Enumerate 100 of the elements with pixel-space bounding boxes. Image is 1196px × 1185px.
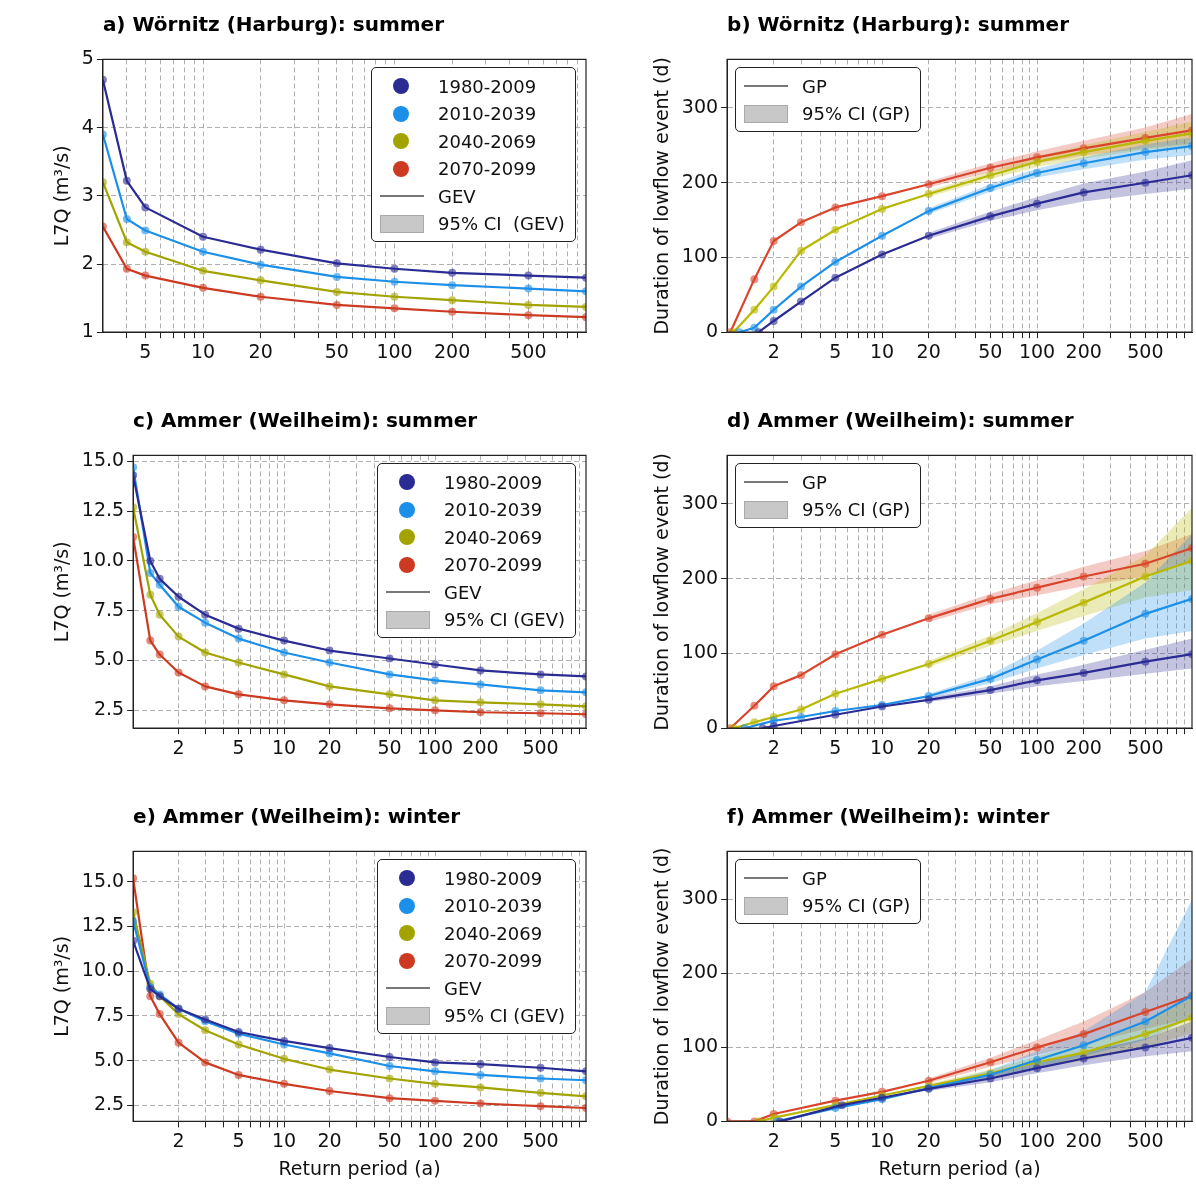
x-tick-label: 20 xyxy=(916,735,941,758)
x-tick-label: 50 xyxy=(324,339,349,362)
legend-label: 2070-2099 xyxy=(444,950,543,972)
y-tick-label: 4 xyxy=(81,114,94,137)
y-tick-label: 0 xyxy=(705,319,719,342)
x-tick-label: 200 xyxy=(462,1128,499,1151)
y-tick-label: 200 xyxy=(681,960,719,983)
y-axis-title: L7Q (m³/s) xyxy=(50,145,73,247)
x-tick-label: 200 xyxy=(434,339,471,362)
x-tick-label: 200 xyxy=(462,735,499,758)
x-tick-label: 500 xyxy=(1127,735,1164,758)
y-axis-title: Duration of lowflow event (d) xyxy=(650,847,673,1126)
x-tick-label: 10 xyxy=(271,1128,297,1151)
y-tick-label: 10.0 xyxy=(81,958,125,981)
y-tick-label: 5 xyxy=(81,46,94,69)
y-tick-label: 2 xyxy=(81,250,94,273)
legend-label: 1980-2009 xyxy=(444,471,543,493)
x-tick-label: 100 xyxy=(1018,735,1056,758)
x-tick-label: 10 xyxy=(869,1128,895,1151)
x-tick-label: 50 xyxy=(978,339,1003,362)
y-tick-label: 100 xyxy=(681,640,719,663)
chart-title: d) Ammer (Weilheim): summer xyxy=(727,408,1074,432)
legend-label: 2040-2069 xyxy=(444,526,543,548)
x-tick-label: 10 xyxy=(869,339,895,362)
y-tick-label: 2.5 xyxy=(93,697,125,720)
chart-title: a) Wörnitz (Harburg): summer xyxy=(102,12,445,36)
y-axis-title: Duration of lowflow event (d) xyxy=(650,453,673,731)
annotation: GEV xyxy=(444,977,482,999)
x-tick-label: 500 xyxy=(522,1128,559,1151)
x-tick-label: 20 xyxy=(916,1128,941,1151)
chart-title: e) Ammer (Weilheim): winter xyxy=(133,804,461,828)
x-tick-label: 5 xyxy=(232,1128,245,1151)
chart-title: b) Wörnitz (Harburg): summer xyxy=(727,12,1070,36)
x-tick-label: 500 xyxy=(1127,1128,1164,1151)
x-tick-label: 50 xyxy=(978,735,1003,758)
y-tick-label: 200 xyxy=(681,169,719,192)
legend-label: 2040-2069 xyxy=(438,130,537,152)
annotation: GP xyxy=(802,75,827,97)
legend-label: 2070-2099 xyxy=(438,158,537,180)
x-tick-label: 50 xyxy=(978,1128,1003,1151)
x-tick-label: 5 xyxy=(139,339,152,362)
x-tick-label: 2 xyxy=(172,1128,185,1151)
x-tick-label: 10 xyxy=(271,735,297,758)
x-axis-title: Return period (a) xyxy=(278,1156,441,1179)
y-tick-label: 5.0 xyxy=(93,1047,125,1070)
legend-label: 1980-2009 xyxy=(438,75,537,97)
legend-label: 2040-2069 xyxy=(444,922,543,944)
x-tick-label: 5 xyxy=(829,735,842,758)
x-tick-label: 10 xyxy=(190,339,216,362)
legend-label: 2070-2099 xyxy=(444,554,543,576)
y-axis-title: L7Q (m³/s) xyxy=(50,541,73,643)
x-tick-label: 200 xyxy=(1065,735,1102,758)
legend-label: 2010-2039 xyxy=(438,103,537,125)
legend-label: 1980-2009 xyxy=(444,867,543,889)
x-tick-label: 5 xyxy=(232,735,245,758)
x-tick-label: 500 xyxy=(510,339,547,362)
y-tick-label: 10.0 xyxy=(81,547,125,570)
y-tick-label: 300 xyxy=(681,94,719,117)
x-tick-label: 5 xyxy=(829,1128,842,1151)
annotation: 95% CI (GEV) xyxy=(438,213,565,235)
annotation: GEV xyxy=(438,185,476,207)
y-tick-label: 300 xyxy=(681,886,719,909)
legend-label: 2010-2039 xyxy=(444,895,543,917)
x-tick-label: 5 xyxy=(829,339,842,362)
y-tick-label: 7.5 xyxy=(93,597,125,620)
x-tick-label: 500 xyxy=(1127,339,1164,362)
x-tick-label: 10 xyxy=(869,735,895,758)
x-tick-label: 200 xyxy=(1065,1128,1102,1151)
x-tick-label: 50 xyxy=(377,735,402,758)
x-tick-label: 100 xyxy=(376,339,413,362)
x-tick-label: 2 xyxy=(767,735,780,758)
y-tick-label: 15.0 xyxy=(81,868,125,891)
y-axis-title: Duration of lowflow event (d) xyxy=(650,57,673,335)
x-tick-label: 200 xyxy=(1065,339,1102,362)
y-tick-label: 2.5 xyxy=(93,1092,125,1115)
x-tick-label: 100 xyxy=(416,1128,454,1151)
annotation: 95% CI (GEV) xyxy=(444,609,566,631)
y-tick-label: 1 xyxy=(81,319,94,342)
x-tick-label: 20 xyxy=(317,735,342,758)
x-tick-label: 100 xyxy=(416,735,454,758)
annotation: GP xyxy=(802,471,827,493)
y-tick-label: 0 xyxy=(705,1108,719,1131)
y-tick-label: 3 xyxy=(81,182,94,205)
x-tick-label: 50 xyxy=(377,1128,402,1151)
y-tick-label: 15.0 xyxy=(81,448,125,471)
x-tick-label: 500 xyxy=(522,735,559,758)
y-tick-label: 300 xyxy=(681,490,719,513)
annotation: 95% CI (GP) xyxy=(802,499,911,521)
y-tick-label: 12.5 xyxy=(81,498,125,521)
annotation: 95% CI (GP) xyxy=(802,895,911,917)
annotation: 95% CI (GEV) xyxy=(444,1005,566,1027)
legend-panel: GP 95% CI (GP) xyxy=(735,67,922,133)
chart-title: c) Ammer (Weilheim): summer xyxy=(133,408,478,432)
x-tick-label: 2 xyxy=(767,339,780,362)
chart-title: f) Ammer (Weilheim): winter xyxy=(727,804,1050,828)
x-tick-label: 20 xyxy=(248,339,273,362)
x-tick-label: 20 xyxy=(317,1128,342,1151)
legend-panel: GP 95% CI (GP) xyxy=(735,859,922,925)
y-tick-label: 5.0 xyxy=(93,647,125,670)
legend-panel: GP 95% CI (GP) xyxy=(735,463,922,529)
